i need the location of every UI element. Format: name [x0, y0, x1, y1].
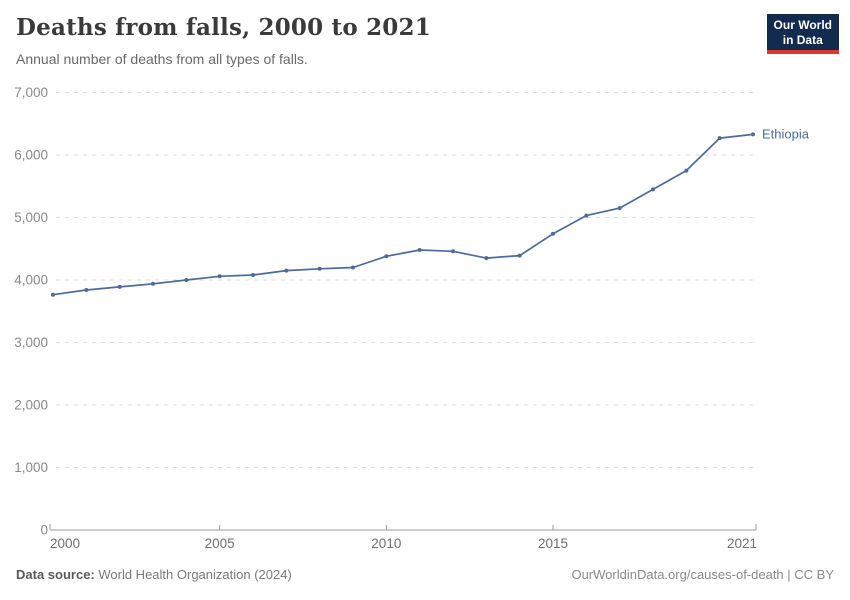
data-point-2007[interactable] [284, 268, 289, 273]
data-point-2009[interactable] [351, 265, 355, 270]
y-tick-label: 3,000 [14, 335, 48, 350]
x-tick-label: 2015 [538, 536, 568, 551]
data-point-2002[interactable] [117, 284, 122, 289]
data-point-2012[interactable] [451, 249, 455, 254]
data-point-2021[interactable] [751, 132, 755, 137]
y-tick-label: 7,000 [14, 85, 48, 100]
y-tick-label: 6,000 [14, 148, 48, 163]
data-point-2003[interactable] [151, 281, 155, 286]
data-source-text: World Health Organization (2024) [94, 567, 292, 582]
data-point-2019[interactable] [684, 168, 689, 173]
y-tick-label: 2,000 [14, 398, 48, 413]
x-tick-label: 2005 [205, 536, 235, 551]
line-series-ethiopia[interactable] [52, 133, 754, 296]
data-source-note: Data source: World Health Organization (… [16, 567, 292, 582]
data-point-2015[interactable] [551, 231, 555, 236]
data-point-2000[interactable] [51, 292, 55, 297]
y-tick-label: 0 [40, 523, 48, 538]
owid-logo-line1: Our World [773, 18, 832, 32]
data-point-2010[interactable] [384, 254, 389, 259]
credit-link[interactable]: OurWorldinData.org/causes-of-death | CC … [571, 567, 834, 582]
x-tick-label: 2021 [727, 536, 757, 551]
data-point-2013[interactable] [484, 256, 489, 261]
owid-logo-line2: in Data [782, 32, 823, 47]
data-point-2011[interactable] [417, 248, 422, 252]
footer: Data source: World Health Organization (… [16, 567, 834, 582]
data-point-2006[interactable] [251, 273, 255, 277]
x-tick-label: 2010 [371, 536, 401, 551]
data-source-label: Data source: [16, 567, 95, 582]
chart-subtitle: Annual number of deaths from all types o… [16, 51, 308, 67]
data-point-2014[interactable] [517, 253, 522, 258]
data-point-2008[interactable] [317, 266, 322, 271]
page-title: Deaths from falls, 2000 to 2021 [16, 14, 431, 41]
data-point-2016[interactable] [584, 213, 589, 218]
y-tick-label: 4,000 [14, 273, 48, 288]
y-tick-label: 5,000 [14, 210, 48, 225]
data-point-2001[interactable] [84, 288, 89, 292]
owid-logo[interactable]: Our World in Data [766, 14, 839, 54]
series-label-ethiopia[interactable]: Ethiopia [762, 126, 810, 141]
x-tick-label: 2000 [50, 536, 80, 551]
data-point-2004[interactable] [184, 278, 189, 282]
data-point-2005[interactable] [217, 274, 222, 279]
data-point-2020[interactable] [717, 136, 722, 141]
y-tick-label: 1,000 [14, 460, 48, 475]
data-point-2018[interactable] [651, 187, 655, 192]
data-point-2017[interactable] [617, 206, 622, 211]
